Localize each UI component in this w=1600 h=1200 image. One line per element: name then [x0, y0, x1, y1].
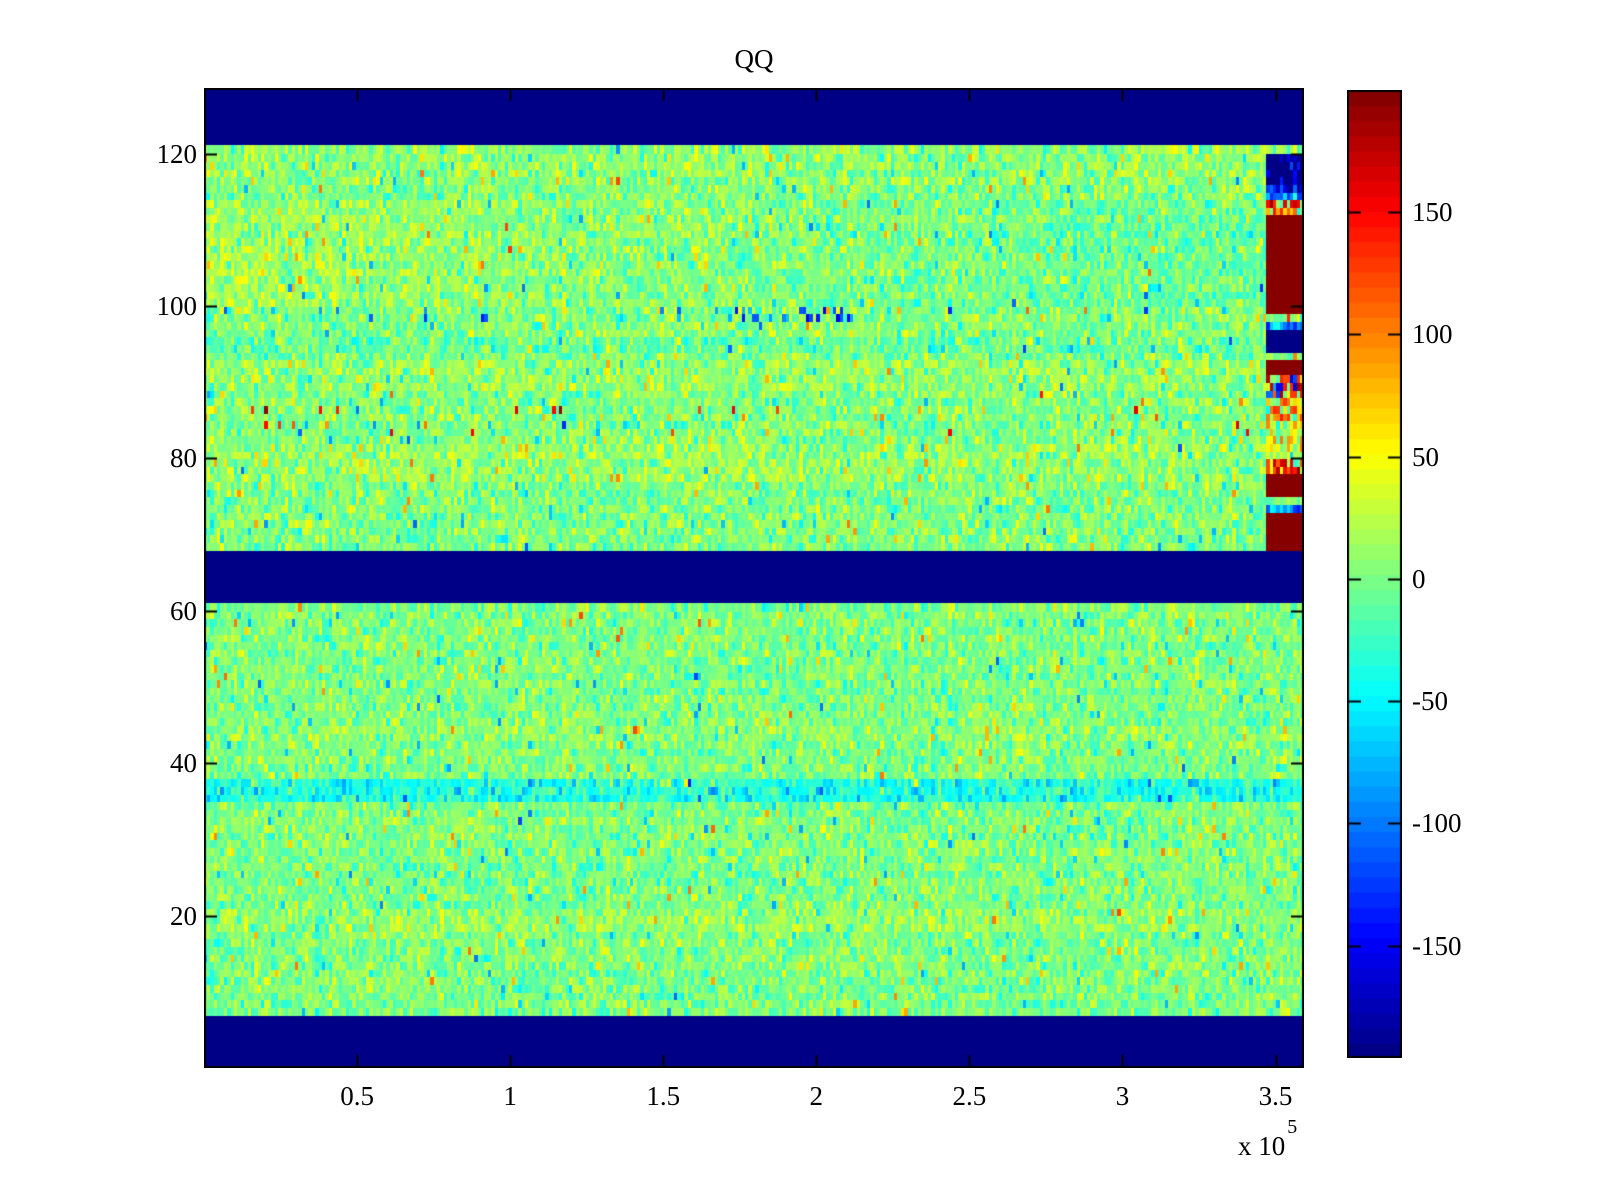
x-tick-label: 2 — [809, 1081, 824, 1111]
colorbar-tick-label: -100 — [1412, 808, 1462, 839]
x-tick-label: 3.5 — [1258, 1081, 1293, 1111]
y-tick-label: 20 — [170, 900, 197, 931]
colorbar-tick-label: -150 — [1412, 930, 1462, 961]
heatmap-plot — [204, 88, 1304, 1068]
colorbar-tick-label: 0 — [1412, 563, 1426, 594]
colorbar-tick-label: 50 — [1412, 441, 1439, 472]
y-tick-label: 80 — [170, 443, 197, 474]
exponent-base: x 10 — [1238, 1131, 1286, 1161]
y-tick-label: 60 — [170, 595, 197, 626]
heatmap-canvas — [204, 88, 1304, 1068]
colorbar-tick-label: 100 — [1412, 319, 1453, 350]
x-tick-label: 1.5 — [646, 1081, 681, 1111]
x-tick-label: 3 — [1115, 1081, 1130, 1111]
y-tick-label: 40 — [170, 748, 197, 779]
colorbar — [1347, 90, 1402, 1058]
y-tick-label: 100 — [156, 290, 198, 321]
x-tick-label: 0.5 — [340, 1081, 374, 1111]
exponent-power: 5 — [1287, 1116, 1298, 1138]
chart-title: QQ — [734, 44, 774, 74]
y-tick-label: 120 — [156, 138, 198, 169]
colorbar-tick-label: 150 — [1412, 197, 1453, 228]
colorbar-tick-label: -50 — [1412, 686, 1448, 717]
x-axis-exponent-label: x 105 — [1238, 1116, 1297, 1162]
x-tick-label: 2.5 — [952, 1081, 987, 1111]
colorbar-canvas — [1347, 90, 1402, 1058]
x-tick-label: 1 — [503, 1081, 517, 1111]
